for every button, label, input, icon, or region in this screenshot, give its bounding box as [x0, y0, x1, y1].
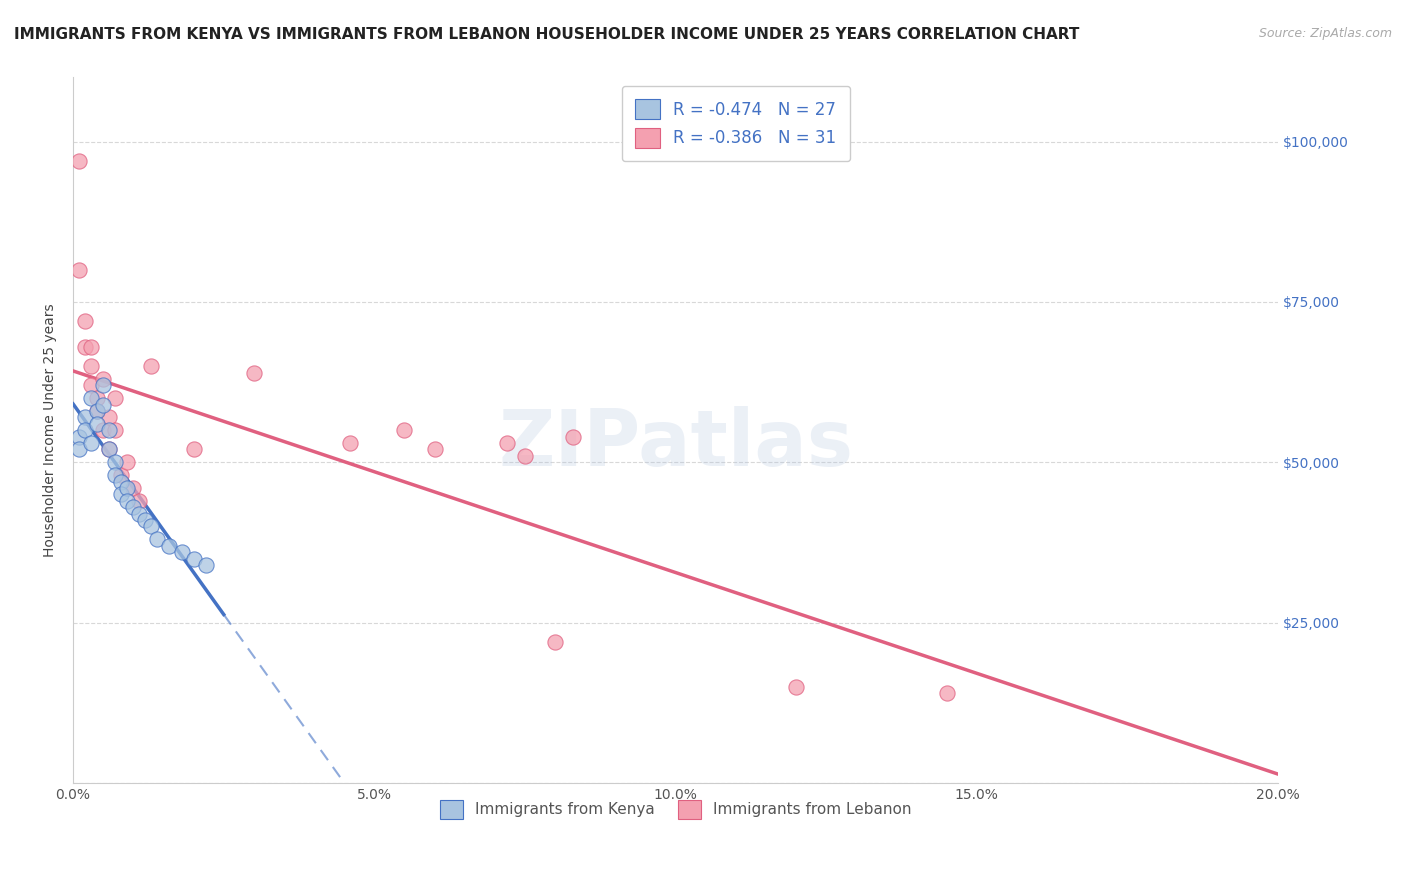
Point: [98, 442, 121, 457]
Point: [91, 378, 114, 392]
Point: [91, 372, 114, 386]
Point: [104, 468, 127, 483]
Point: [128, 493, 150, 508]
Point: [67, 442, 90, 457]
Point: [141, 359, 163, 373]
Point: [91, 423, 114, 437]
Text: ZIPatlas: ZIPatlas: [498, 407, 853, 483]
Point: [110, 468, 132, 483]
Point: [80, 391, 103, 405]
Point: [98, 410, 121, 425]
Legend: Immigrants from Kenya, Immigrants from Lebanon: Immigrants from Kenya, Immigrants from L…: [434, 794, 918, 825]
Point: [75, 340, 97, 354]
Point: [67, 153, 90, 168]
Point: [98, 423, 121, 437]
Point: [183, 442, 205, 457]
Text: Source: ZipAtlas.com: Source: ZipAtlas.com: [1258, 27, 1392, 40]
Point: [170, 545, 193, 559]
Point: [67, 430, 90, 444]
Point: [785, 680, 807, 694]
Point: [194, 558, 217, 572]
Point: [134, 513, 156, 527]
Point: [110, 487, 132, 501]
Point: [339, 436, 361, 450]
Point: [75, 423, 97, 437]
Point: [75, 410, 97, 425]
Point: [122, 481, 145, 495]
Point: [80, 340, 103, 354]
Text: IMMIGRANTS FROM KENYA VS IMMIGRANTS FROM LEBANON HOUSEHOLDER INCOME UNDER 25 YEA: IMMIGRANTS FROM KENYA VS IMMIGRANTS FROM…: [14, 27, 1080, 42]
Point: [91, 398, 114, 412]
Point: [935, 686, 957, 700]
Point: [67, 263, 90, 277]
Y-axis label: Householder Income Under 25 years: Householder Income Under 25 years: [44, 303, 58, 557]
Point: [117, 493, 139, 508]
Point: [243, 366, 266, 380]
Point: [86, 404, 108, 418]
Point: [86, 417, 108, 431]
Point: [122, 500, 145, 515]
Point: [496, 436, 519, 450]
Point: [117, 455, 139, 469]
Point: [128, 507, 150, 521]
Point: [562, 430, 585, 444]
Point: [104, 423, 127, 437]
Point: [104, 455, 127, 469]
Point: [86, 391, 108, 405]
Point: [80, 378, 103, 392]
Point: [117, 481, 139, 495]
Point: [80, 359, 103, 373]
Point: [183, 551, 205, 566]
Point: [544, 635, 567, 649]
Point: [394, 423, 416, 437]
Point: [98, 442, 121, 457]
Point: [86, 404, 108, 418]
Point: [75, 314, 97, 328]
Point: [513, 449, 536, 463]
Point: [110, 475, 132, 489]
Point: [159, 539, 181, 553]
Point: [104, 391, 127, 405]
Point: [423, 442, 446, 457]
Point: [80, 436, 103, 450]
Point: [146, 533, 169, 547]
Point: [141, 519, 163, 533]
